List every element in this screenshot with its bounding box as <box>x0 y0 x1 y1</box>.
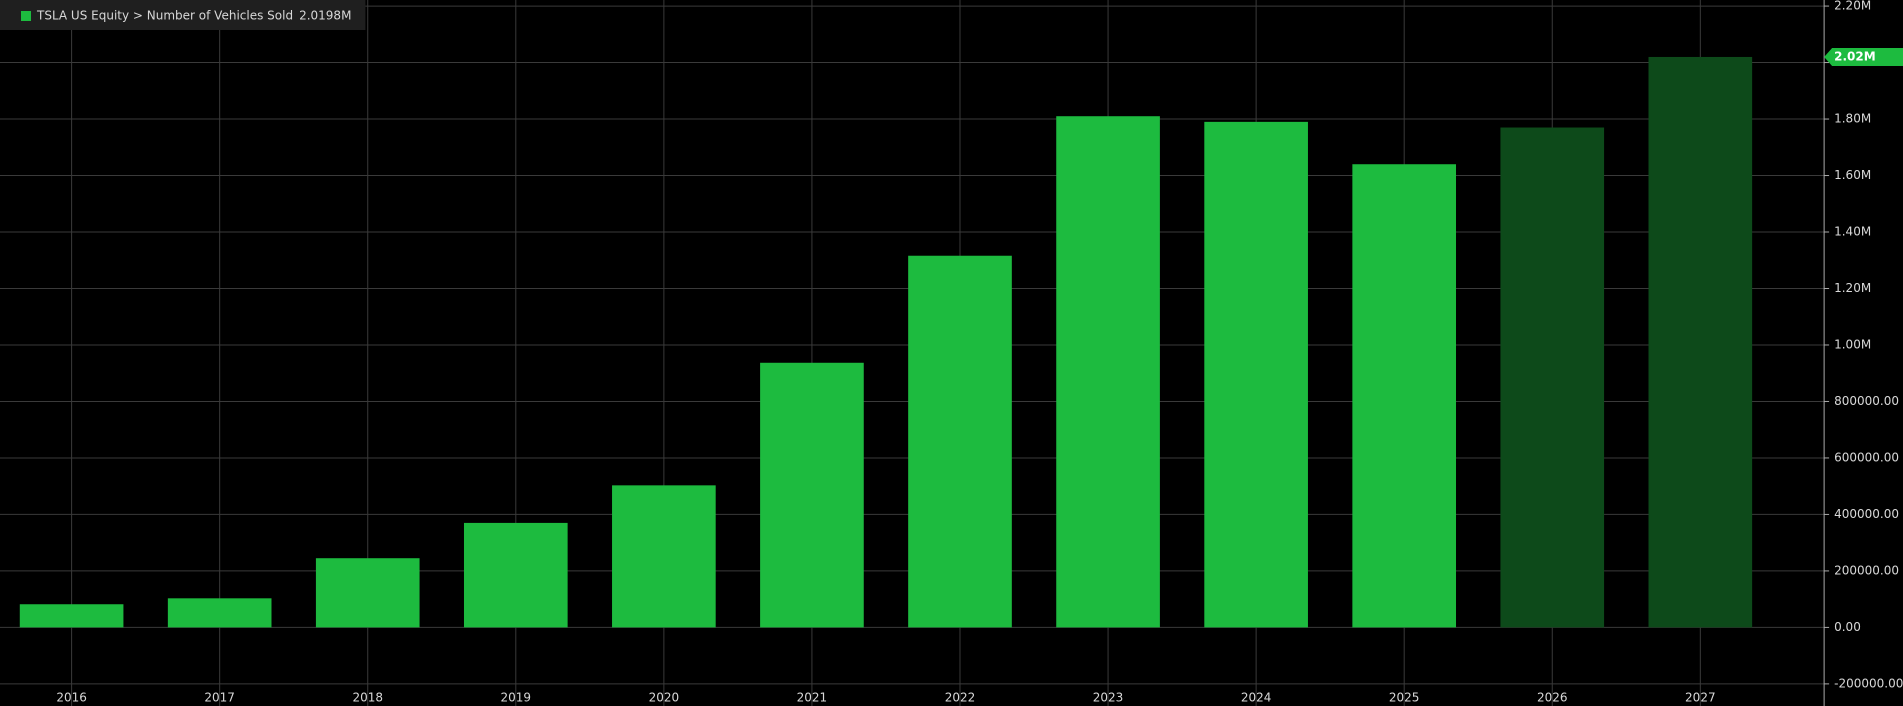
last-value-tag-label: 2.02M <box>1834 49 1876 63</box>
legend-swatch <box>21 11 31 21</box>
legend-label: TSLA US Equity > Number of Vehicles Sold <box>36 9 293 23</box>
bar <box>315 558 420 628</box>
y-tick-label: 2.20M <box>1834 0 1871 13</box>
y-tick-label: 600000.00 <box>1834 450 1899 464</box>
y-tick-label: 200000.00 <box>1834 563 1899 577</box>
bar <box>908 255 1012 628</box>
bar <box>1648 56 1753 628</box>
legend-last-value: 2.0198M <box>299 9 351 23</box>
bar <box>167 598 272 628</box>
x-tick-label: 2026 <box>1537 691 1568 705</box>
x-tick-label: 2017 <box>204 691 235 705</box>
x-tick-label: 2023 <box>1093 691 1124 705</box>
legend-box <box>0 0 366 30</box>
y-tick-label: -200000.00 <box>1834 676 1903 690</box>
bar <box>1352 164 1457 628</box>
y-tick-label: 800000.00 <box>1834 394 1899 408</box>
bar <box>612 485 716 628</box>
x-tick-label: 2027 <box>1685 691 1716 705</box>
bar <box>19 604 124 628</box>
bar <box>1056 116 1160 628</box>
y-tick-label: 1.20M <box>1834 281 1871 295</box>
x-tick-label: 2025 <box>1389 691 1420 705</box>
x-tick-label: 2022 <box>945 691 976 705</box>
x-tick-label: 2020 <box>649 691 680 705</box>
legend: TSLA US Equity > Number of Vehicles Sold… <box>0 0 366 30</box>
y-tick-label: 400000.00 <box>1834 507 1899 521</box>
x-tick-label: 2018 <box>352 691 383 705</box>
x-tick-label: 2024 <box>1241 691 1272 705</box>
y-tick-label: 1.00M <box>1834 337 1871 351</box>
y-tick-label: 1.60M <box>1834 168 1871 182</box>
bar <box>1204 121 1308 628</box>
y-tick-label: 1.40M <box>1834 225 1871 239</box>
bar <box>463 522 568 628</box>
x-tick-label: 2016 <box>56 691 87 705</box>
y-tick-label: 1.80M <box>1834 112 1871 126</box>
x-tick-label: 2019 <box>501 691 532 705</box>
last-value-tag <box>1824 47 1903 66</box>
bar <box>760 362 864 628</box>
x-tick-label: 2021 <box>797 691 828 705</box>
y-tick-label: 0.00 <box>1834 620 1861 634</box>
bar <box>1500 127 1605 628</box>
